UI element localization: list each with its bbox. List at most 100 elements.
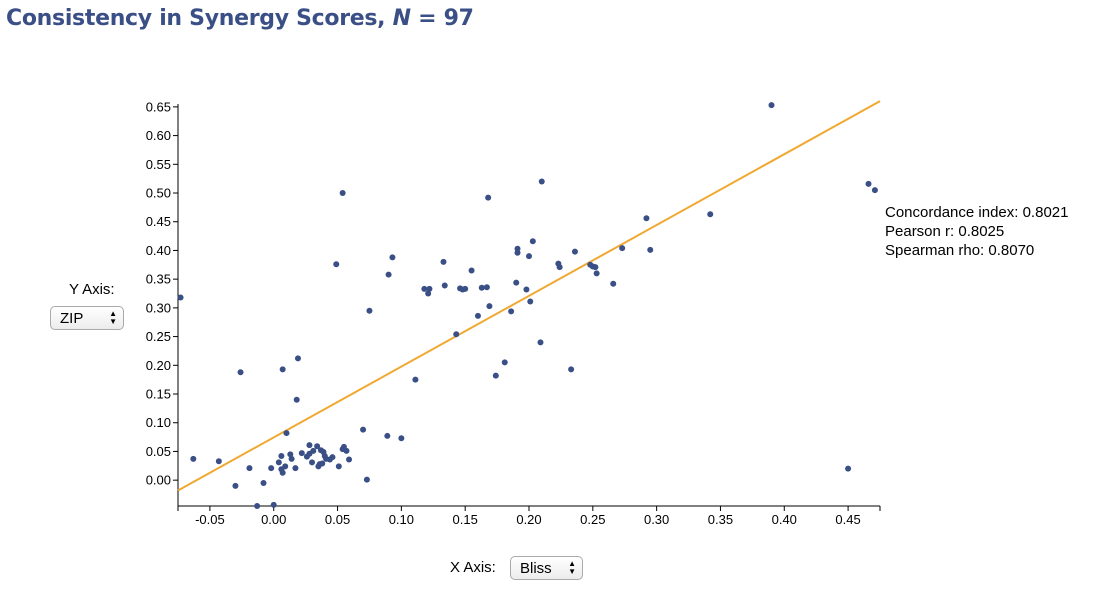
y-tick-label: 0.35	[146, 272, 171, 287]
data-point	[529, 238, 536, 245]
title-n-label: N	[392, 6, 411, 31]
y-tick-label: 0.45	[146, 214, 171, 229]
y-tick-label: 0.25	[146, 329, 171, 344]
x-tick-label: 0.40	[772, 512, 797, 527]
data-point	[384, 432, 391, 439]
data-point	[865, 180, 872, 187]
x-tick-label: 0.00	[261, 512, 286, 527]
data-point	[278, 453, 285, 460]
data-point	[232, 482, 239, 489]
data-point	[346, 456, 353, 463]
x-tick-label: -0.05	[195, 512, 225, 527]
data-point	[306, 442, 313, 449]
data-point	[177, 294, 184, 301]
data-point	[319, 460, 326, 467]
y-tick-label: 0.40	[146, 243, 171, 258]
data-point	[483, 284, 490, 291]
x-tick-label: 0.45	[835, 512, 860, 527]
data-point	[314, 443, 321, 450]
data-point	[260, 480, 267, 487]
data-point	[389, 254, 396, 261]
y-tick-label: 0.50	[146, 186, 171, 201]
data-point	[398, 435, 405, 442]
data-point	[293, 396, 300, 403]
data-point	[298, 450, 305, 457]
data-point	[538, 178, 545, 185]
y-axis-select-value: ZIP	[60, 310, 84, 327]
data-point	[501, 359, 508, 366]
data-point	[568, 366, 575, 373]
data-point	[366, 307, 373, 314]
y-tick-label: 0.55	[146, 157, 171, 172]
data-point	[190, 455, 197, 462]
data-point	[468, 267, 475, 274]
data-point	[440, 258, 447, 265]
data-point	[768, 102, 775, 109]
data-point	[309, 459, 316, 466]
data-point	[592, 264, 599, 271]
data-point	[462, 285, 469, 292]
x-tick-label: 0.05	[325, 512, 350, 527]
y-axis-label: Y Axis:	[69, 281, 115, 298]
x-tick-label: 0.25	[580, 512, 605, 527]
regression-line	[177, 100, 881, 492]
data-point	[339, 190, 346, 197]
data-point	[215, 458, 222, 465]
data-point	[845, 465, 852, 472]
data-point	[363, 476, 370, 483]
data-point	[453, 331, 460, 338]
data-point	[426, 285, 433, 292]
data-point	[254, 503, 261, 509]
y-tick-label: 0.60	[146, 128, 171, 143]
data-point	[282, 463, 289, 470]
x-tick-label: 0.35	[708, 512, 733, 527]
data-point	[537, 339, 544, 346]
x-axis-select-value: Bliss	[520, 560, 552, 577]
data-point	[513, 279, 520, 286]
pearson-r: Pearson r: 0.8025	[885, 223, 1005, 240]
data-point	[556, 264, 563, 271]
x-tick-label: 0.10	[389, 512, 414, 527]
data-point	[527, 298, 534, 305]
spearman-rho: Spearman rho: 0.8070	[885, 242, 1035, 259]
data-point	[643, 215, 650, 222]
y-axis-select[interactable]: ZIP ▲ ▼	[50, 306, 124, 330]
data-point	[412, 376, 419, 383]
x-tick-label: 0.15	[453, 512, 478, 527]
concordance-index: Concordance index: 0.8021	[885, 204, 1069, 221]
y-tick-label: 0.30	[146, 300, 171, 315]
y-tick-label: 0.15	[146, 387, 171, 402]
data-point	[707, 211, 714, 218]
select-arrows-icon: ▲ ▼	[109, 309, 117, 326]
data-point	[425, 290, 432, 297]
data-point	[486, 303, 493, 310]
y-tick-label: 0.10	[146, 415, 171, 430]
data-point	[270, 501, 277, 508]
chart-title: Consistency in Synergy Scores, N = 97	[6, 6, 474, 31]
x-tick-label: 0.30	[644, 512, 669, 527]
x-axis-label: X Axis:	[450, 559, 496, 576]
y-tick-label: 0.05	[146, 444, 171, 459]
y-tick-label: 0.20	[146, 358, 171, 373]
data-point	[292, 465, 299, 472]
data-point	[335, 463, 342, 470]
data-point	[593, 270, 600, 277]
data-point	[485, 194, 492, 201]
data-point	[246, 465, 253, 472]
data-point	[343, 447, 350, 454]
y-tick-label: 0.00	[146, 473, 171, 488]
data-point	[237, 369, 244, 376]
data-point	[508, 308, 515, 315]
data-point	[283, 430, 290, 437]
data-point	[871, 187, 878, 194]
x-axis-select[interactable]: Bliss ▲ ▼	[510, 556, 583, 580]
data-point	[288, 455, 295, 462]
data-point	[526, 253, 532, 260]
data-point	[619, 245, 626, 252]
data-point	[478, 284, 485, 291]
data-point	[441, 282, 448, 289]
data-point	[571, 248, 578, 255]
data-point	[329, 454, 336, 461]
title-text: Consistency in Synergy Scores,	[6, 6, 393, 31]
x-tick-label: 0.20	[516, 512, 541, 527]
